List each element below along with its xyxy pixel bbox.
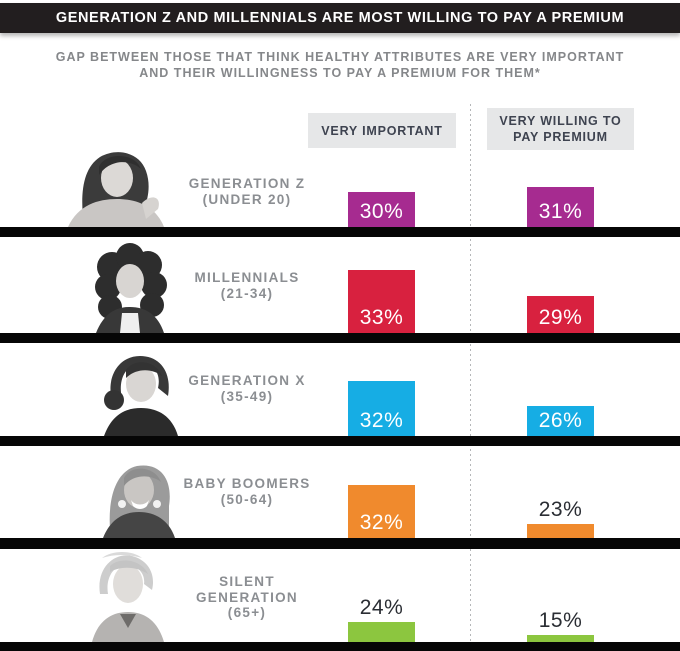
row-label-baby-boomers: BABY BOOMERS (50-64) bbox=[183, 476, 311, 507]
photo-generation-x bbox=[78, 348, 200, 436]
photo-baby-boomers bbox=[75, 454, 200, 538]
bar-generation-x-pay-premium: 26% bbox=[527, 406, 594, 436]
bar-generation-z-very-important: 30% bbox=[348, 192, 415, 227]
photo-silent-generation bbox=[58, 550, 193, 642]
column-divider-dotted-line bbox=[470, 104, 471, 644]
bar-baby-boomers-pay-premium: 23% bbox=[527, 499, 594, 538]
column-header-pay-premium: VERY WILLING TO PAY PREMIUM bbox=[487, 108, 634, 150]
row-separator-band bbox=[0, 436, 680, 446]
row-separator-band bbox=[0, 538, 680, 549]
bar-millennials-pay-premium: 29% bbox=[527, 296, 594, 333]
photo-millennials bbox=[70, 243, 190, 333]
bar-millennials-very-important: 33% bbox=[348, 270, 415, 333]
bar-generation-x-very-important: 32% bbox=[348, 381, 415, 436]
photo-generation-z bbox=[38, 145, 188, 227]
page-title: GENERATION Z AND MILLENNIALS ARE MOST WI… bbox=[55, 10, 625, 26]
bar-silent-generation-pay-premium: 15% bbox=[527, 610, 594, 642]
title-bar: GENERATION Z AND MILLENNIALS ARE MOST WI… bbox=[0, 3, 680, 33]
row-label-silent-generation: SILENT GENERATION (65+) bbox=[195, 574, 298, 620]
row-separator-band bbox=[0, 642, 680, 651]
row-separator-band bbox=[0, 227, 680, 237]
row-label-millennials: MILLENNIALS (21-34) bbox=[194, 270, 300, 301]
row-separator-band bbox=[0, 333, 680, 343]
column-header-very-important: VERY IMPORTANT bbox=[308, 113, 456, 148]
subtitle-line-2: AND THEIR WILLINGNESS TO PAY A PREMIUM F… bbox=[139, 66, 541, 80]
row-label-generation-x: GENERATION X (35-49) bbox=[188, 373, 306, 404]
bar-generation-z-pay-premium: 31% bbox=[527, 187, 594, 227]
bar-silent-generation-very-important: 24% bbox=[348, 597, 415, 642]
chart-subtitle: GAP BETWEEN THOSE THAT THINK HEALTHY ATT… bbox=[0, 49, 680, 81]
row-label-generation-z: GENERATION Z (UNDER 20) bbox=[188, 176, 306, 207]
bar-baby-boomers-very-important: 32% bbox=[348, 485, 415, 538]
subtitle-line-1: GAP BETWEEN THOSE THAT THINK HEALTHY ATT… bbox=[55, 50, 625, 64]
